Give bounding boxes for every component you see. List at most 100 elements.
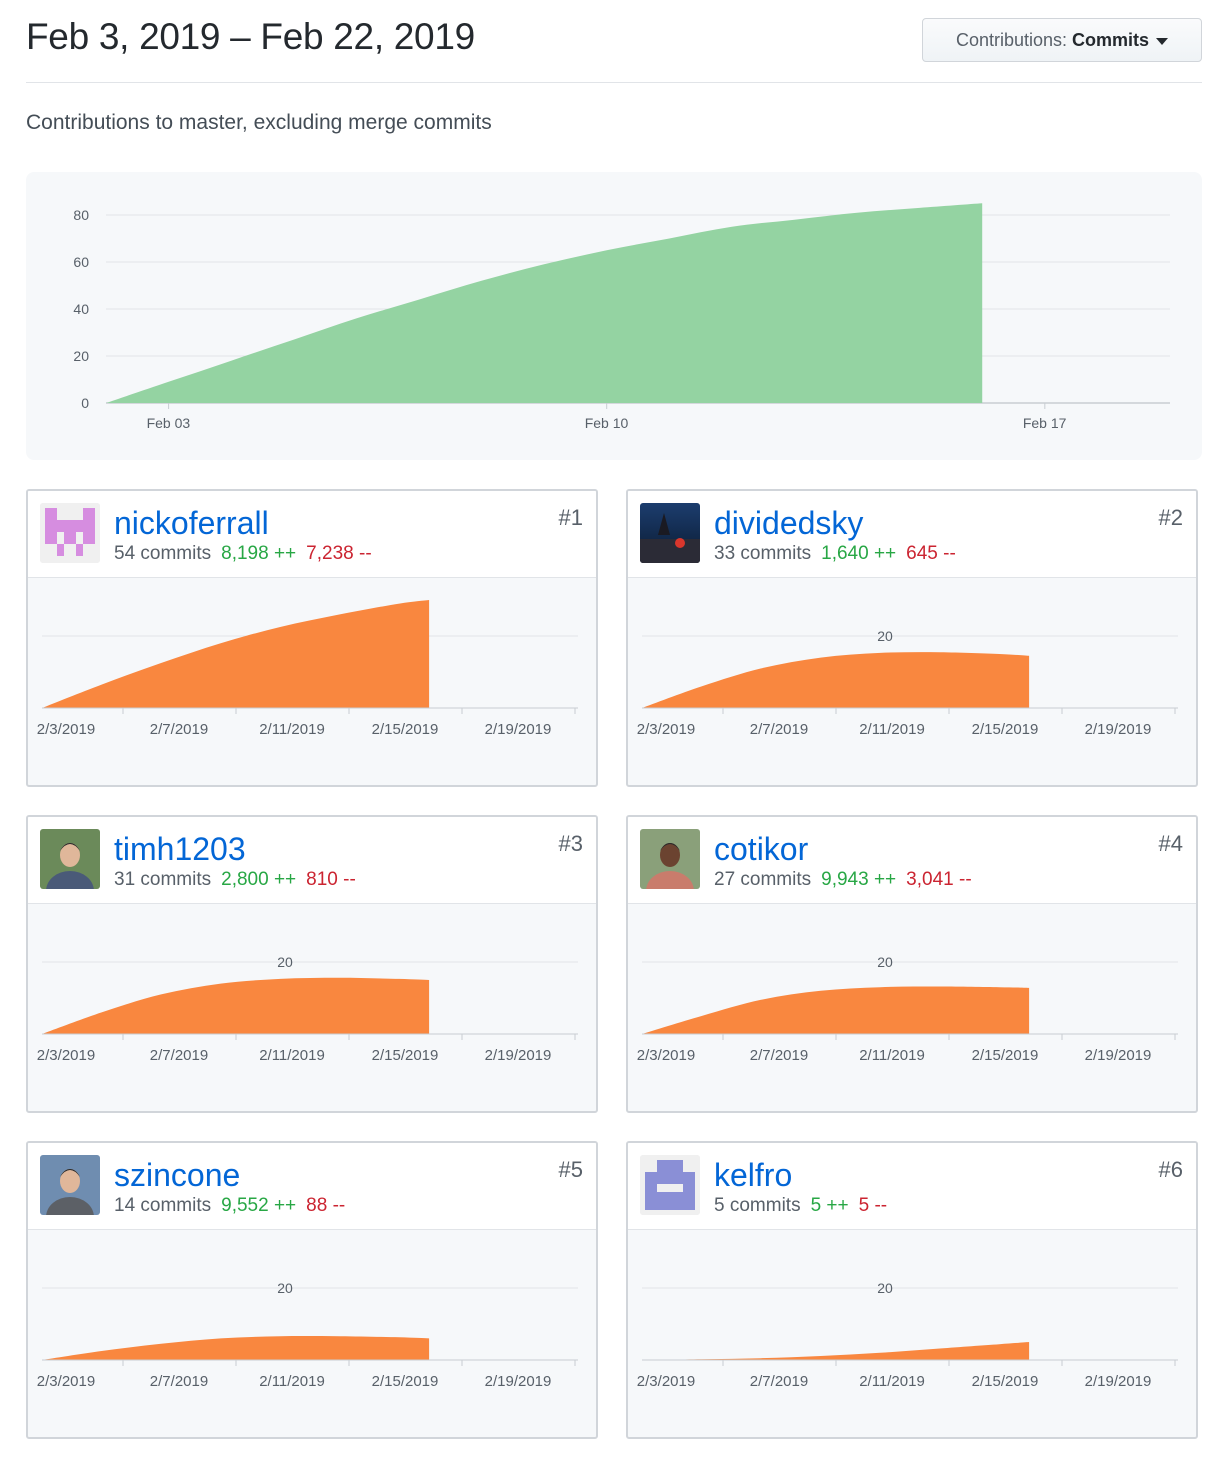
x-tick-label: 2/15/2019 (972, 721, 1039, 738)
deletions-count: 7,238 -- (306, 543, 372, 564)
contributor-commits-chart: 2/3/2019 2/7/2019 2/11/2019 2/15/2019 2/19/2… (37, 600, 578, 738)
y-tick-label: 20 (73, 348, 89, 364)
contributor-stats: 54 commits 8,198 ++ 7,238 -- (114, 543, 372, 565)
avatar[interactable] (640, 1155, 700, 1215)
x-tick-label: 2/11/2019 (859, 1047, 925, 1064)
x-tick-label: 2/19/2019 (485, 1373, 552, 1390)
contributor-commits-chart: 20 2/3/2019 2/7/2019 2/11/2019 2/15/2019 2/19… (637, 1280, 1178, 1390)
contributor-rank: #4 (1158, 831, 1183, 856)
contributor-stats: 14 commits 9,552 ++ 88 -- (114, 1195, 345, 1217)
y-tick-label: 20 (877, 1280, 893, 1296)
x-tick-label: Feb 17 (1023, 415, 1067, 431)
contributor-commits-area (642, 1342, 1030, 1360)
y-tick-label: 20 (877, 954, 893, 970)
x-tick-label: 2/7/2019 (750, 1373, 808, 1390)
avatar[interactable] (640, 829, 700, 889)
additions-count: 1,640 ++ (821, 543, 897, 564)
contributor-commits-chart: 20 2/3/2019 2/7/2019 2/11/2019 2/15/2019 2/19… (37, 1280, 578, 1390)
additions-count: 2,800 ++ (221, 869, 297, 890)
x-tick-label: 2/3/2019 (37, 721, 95, 738)
contributor-stats: 33 commits 1,640 ++ 645 -- (714, 543, 956, 565)
contributor-stats: 27 commits 9,943 ++ 3,041 -- (714, 869, 972, 891)
additions-count: 5 ++ (810, 1195, 849, 1216)
avatar[interactable] (40, 829, 100, 889)
contributor-commits-area (642, 986, 1030, 1034)
contributions-dropdown-button[interactable]: Contributions: Commits (922, 18, 1202, 62)
x-tick-label: 2/15/2019 (372, 1373, 439, 1390)
y-tick-label: 20 (277, 954, 293, 970)
y-tick-label: 0 (81, 395, 89, 411)
x-tick-label: 2/19/2019 (485, 721, 552, 738)
contributor-card: timh1203 31 commits 2,800 ++ 810 -- #3 20 2/3/… (26, 815, 598, 1113)
x-tick-label: 2/11/2019 (859, 721, 925, 738)
contributor-name-link[interactable]: nickoferrall (114, 505, 269, 541)
additions-count: 8,198 ++ (221, 543, 297, 564)
x-tick-label: 2/15/2019 (372, 1047, 439, 1064)
commit-count: 5 commits (714, 1195, 801, 1216)
x-tick-label: 2/11/2019 (259, 1373, 325, 1390)
x-tick-label: 2/7/2019 (150, 1047, 208, 1064)
chevron-down-icon (1156, 37, 1169, 45)
avatar[interactable] (640, 503, 700, 563)
x-tick-label: 2/7/2019 (150, 721, 208, 738)
y-tick-label: 60 (73, 254, 89, 270)
x-tick-label: 2/7/2019 (750, 1047, 808, 1064)
x-tick-label: 2/7/2019 (750, 721, 808, 738)
x-tick-label: 2/3/2019 (637, 1373, 695, 1390)
x-tick-label: 2/7/2019 (150, 1373, 208, 1390)
deletions-count: 3,041 -- (906, 869, 972, 890)
x-tick-label: Feb 10 (585, 415, 629, 431)
contributor-commits-area (42, 600, 430, 708)
deletions-count: 88 -- (306, 1195, 346, 1216)
x-tick-label: 2/19/2019 (1085, 721, 1152, 738)
avatar[interactable] (40, 503, 100, 563)
contributor-commits-chart: 20 2/3/2019 2/7/2019 2/11/2019 2/15/2019 2/19… (637, 954, 1178, 1064)
contributions-dropdown-label: Contributions: (955, 29, 1068, 50)
additions-count: 9,943 ++ (821, 869, 897, 890)
contributor-rank: #2 (1158, 505, 1183, 530)
additions-count: 9,552 ++ (221, 1195, 297, 1216)
contributor-rank: #3 (558, 831, 583, 856)
x-tick-label: 2/19/2019 (1085, 1047, 1152, 1064)
contributor-card: szincone 14 commits 9,552 ++ 88 -- #5 20 2/3/2… (26, 1141, 598, 1439)
x-tick-label: 2/15/2019 (372, 721, 439, 738)
contributor-name-link[interactable]: dividedsky (714, 505, 864, 541)
x-tick-label: 2/3/2019 (37, 1047, 95, 1064)
contributor-card-header: cotikor 27 commits 9,943 ++ 3,041 -- #4 (628, 817, 1196, 904)
contributor-card-header: nickoferrall 54 commits 8,198 ++ 7,238 -- #1 (28, 491, 596, 578)
overall-commits-area (106, 203, 983, 403)
contributor-commits-chart: 20 2/3/2019 2/7/2019 2/11/2019 2/15/2019 2/19… (637, 628, 1178, 738)
x-tick-label: 2/19/2019 (485, 1047, 552, 1064)
contributor-name-link[interactable]: cotikor (714, 831, 809, 867)
x-tick-label: 2/3/2019 (637, 721, 695, 738)
contributor-card-header: dividedsky 33 commits 1,640 ++ 645 -- #2 (628, 491, 1196, 578)
x-tick-label: 2/15/2019 (972, 1373, 1039, 1390)
overall-chart-svg: 0 20 40 60 80 Feb 03 Feb 10 Feb 17 (73, 203, 1170, 431)
y-tick-label: 40 (73, 301, 89, 317)
contributor-name-link[interactable]: szincone (114, 1157, 241, 1193)
contributor-rank: #6 (1158, 1157, 1183, 1182)
x-tick-label: 2/11/2019 (259, 721, 325, 738)
contributor-name-link[interactable]: timh1203 (114, 831, 246, 867)
contributor-rank: #5 (558, 1157, 583, 1182)
overall-contributions-chart: 0 20 40 60 80 Feb 03 Feb 10 Feb 17 (26, 172, 1202, 460)
date-range-title: Feb 3, 2019 – Feb 22, 2019 (26, 16, 475, 57)
contributor-name-link[interactable]: kelfro (714, 1157, 793, 1193)
x-tick-label: 2/15/2019 (972, 1047, 1039, 1064)
commit-count: 14 commits (114, 1195, 212, 1216)
x-tick-label: Feb 03 (147, 415, 191, 431)
contributor-card-header: szincone 14 commits 9,552 ++ 88 -- #5 (28, 1143, 596, 1230)
contributor-rank: #1 (558, 505, 583, 530)
commit-count: 54 commits (114, 543, 212, 564)
x-tick-label: 2/11/2019 (859, 1373, 925, 1390)
contributor-card: cotikor 27 commits 9,943 ++ 3,041 -- #4 20 2/3… (626, 815, 1198, 1113)
contributions-dropdown-value: Commits (1072, 29, 1150, 50)
avatar[interactable] (40, 1155, 100, 1215)
contributor-commits-area (42, 977, 430, 1034)
contributor-card-header: kelfro 5 commits 5 ++ 5 -- #6 (628, 1143, 1196, 1230)
y-tick-label: 80 (73, 207, 89, 223)
page-subtitle: Contributions to master, excluding merge… (26, 111, 492, 134)
y-tick-label: 20 (877, 628, 893, 644)
deletions-count: 810 -- (306, 869, 356, 890)
x-tick-label: 2/19/2019 (1085, 1373, 1152, 1390)
